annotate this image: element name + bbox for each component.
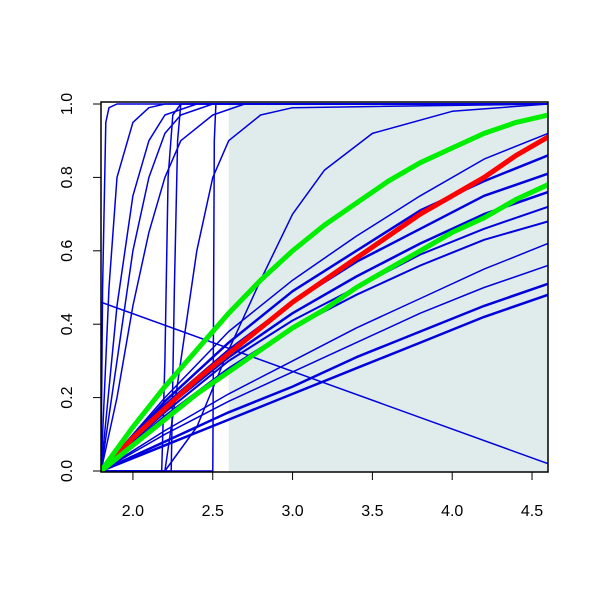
series-line — [101, 134, 548, 472]
series-line — [101, 103, 548, 472]
series-line — [101, 301, 548, 465]
series-line — [101, 282, 548, 472]
series-line — [101, 242, 548, 472]
series-line — [101, 103, 548, 472]
series-line — [101, 205, 548, 472]
plot-frame — [100, 101, 549, 473]
x-tick-label: 4.5 — [521, 503, 543, 520]
series-line — [101, 112, 548, 472]
series-line — [101, 182, 548, 472]
y-tick-label: 1.0 — [59, 93, 76, 115]
axes: 2.0 2.5 3.0 3.5 4.0 4.5 0.0 0.2 0.4 0.6 0.8 1.0 — [59, 93, 543, 520]
series-line — [101, 103, 548, 472]
series-line — [101, 103, 548, 472]
series-line — [101, 264, 548, 472]
series-line — [101, 103, 548, 472]
y-tick-label: 0.6 — [59, 240, 76, 262]
x-tick-label: 2.0 — [122, 503, 144, 520]
y-tick-label: 0.0 — [59, 460, 76, 482]
series-line — [101, 293, 548, 472]
y-tick-label: 0.8 — [59, 166, 76, 188]
y-tick-label: 0.4 — [59, 313, 76, 335]
x-tick-label: 3.5 — [361, 503, 383, 520]
series-line — [101, 103, 548, 472]
y-tick-label: 0.2 — [59, 386, 76, 408]
plot-area — [101, 102, 548, 472]
series-line — [101, 132, 548, 472]
x-tick-label: 3.0 — [281, 503, 303, 520]
x-tick-label: 4.0 — [441, 503, 463, 520]
highlight-region — [228, 102, 548, 472]
x-tick-label: 2.5 — [202, 503, 224, 520]
